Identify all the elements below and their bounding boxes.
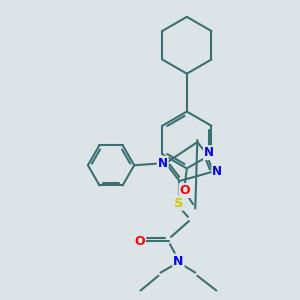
- Text: N: N: [173, 255, 184, 268]
- Text: N: N: [158, 157, 168, 170]
- Text: N: N: [204, 146, 214, 159]
- Text: O: O: [179, 184, 190, 197]
- Text: O: O: [134, 235, 145, 248]
- Text: S: S: [174, 197, 183, 210]
- Text: N: N: [212, 165, 222, 178]
